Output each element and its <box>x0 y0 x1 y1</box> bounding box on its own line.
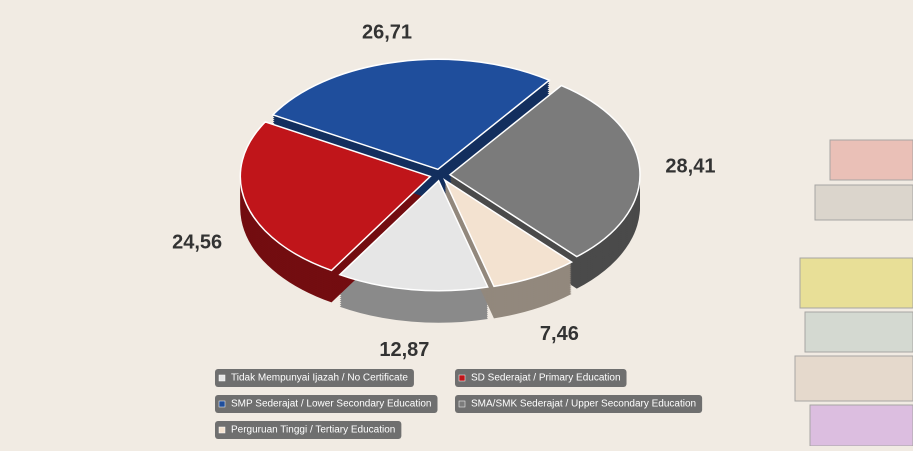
slice <box>239 121 432 272</box>
legend-item: Tidak Mempunyai Ijazah / No Certificate <box>215 369 414 387</box>
legend-box <box>215 421 402 439</box>
legend-box <box>215 369 414 387</box>
legend-box <box>215 395 438 413</box>
slice <box>271 58 551 171</box>
legend-label: SMA/SMK Sederajat / Upper Secondary Educ… <box>471 399 696 410</box>
legend-item: SMP Sederajat / Lower Secondary Educatio… <box>215 395 438 413</box>
legend-swatch <box>458 400 466 408</box>
slice <box>448 84 641 258</box>
legend-box <box>455 369 627 387</box>
legend-item: Perguruan Tinggi / Tertiary Education <box>215 421 402 439</box>
legend: Tidak Mempunyai Ijazah / No Certificate S… <box>215 369 703 439</box>
legend-label: SD Sederajat / Primary Education <box>471 373 621 384</box>
legend-box <box>455 395 703 413</box>
legend-item: SD Sederajat / Primary Education <box>455 369 627 387</box>
legend-label: Tidak Mempunyai Ijazah / No Certificate <box>231 373 408 384</box>
legend-swatch <box>458 374 466 382</box>
legend-swatch <box>218 426 226 434</box>
legend-label: SMP Sederajat / Lower Secondary Educatio… <box>231 399 432 410</box>
book-stack <box>794 139 913 447</box>
value-label: 24,56 <box>172 232 222 254</box>
slice <box>442 178 574 288</box>
value-label: 7,46 <box>540 323 579 345</box>
legend-swatch <box>218 400 226 408</box>
legend-item: SMA/SMK Sederajat / Upper Secondary Educ… <box>455 395 703 413</box>
legend-label: Perguruan Tinggi / Tertiary Education <box>231 425 395 436</box>
legend-swatch <box>218 374 226 382</box>
pie: 12,87 24,56 26,71 28,41 7,46 <box>172 21 715 361</box>
value-label: 28,41 <box>665 156 715 178</box>
value-label: 26,71 <box>362 21 412 43</box>
slice <box>338 179 489 292</box>
value-label: 12,87 <box>379 339 429 361</box>
